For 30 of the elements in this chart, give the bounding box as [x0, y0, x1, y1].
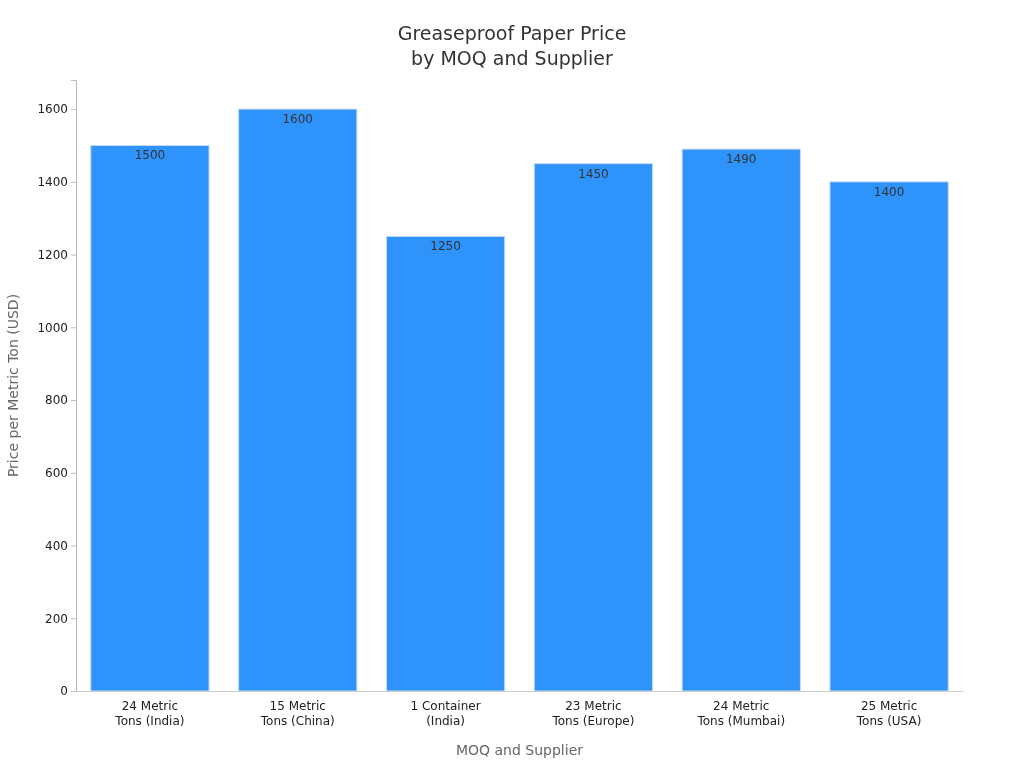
- y-tick-label: 200: [45, 611, 68, 626]
- x-tick-label: 23 Metric Tons (Europe): [551, 698, 635, 728]
- bar: [90, 144, 210, 692]
- data-label: 1450: [578, 166, 609, 181]
- data-label: 1500: [134, 148, 166, 163]
- data-label: 1490: [725, 152, 757, 167]
- bar: [681, 148, 801, 692]
- bar: [238, 108, 358, 692]
- x-tick-label: 24 Metric Tons (Mumbai): [696, 698, 786, 728]
- data-label: 1600: [282, 112, 314, 127]
- chart-title: Greaseproof Paper Price by MOQ and Supplier: [397, 22, 627, 69]
- y-tick-label: 1400: [37, 175, 68, 190]
- y-tick-label: 0: [60, 684, 68, 699]
- y-tick-label: 1600: [37, 102, 68, 117]
- x-tick-label: 25 Metric Tons (USA): [855, 698, 922, 728]
- x-tick-label: 1 Container (India): [410, 698, 481, 728]
- y-tick-label: 400: [45, 538, 68, 553]
- y-axis-title: Price per Metric Ton (USD): [5, 293, 21, 478]
- x-tick-label: 15 Metric Tons (China): [259, 698, 335, 728]
- y-tick-label: 800: [45, 393, 68, 408]
- data-label: 1400: [873, 184, 905, 199]
- bar: [385, 235, 506, 692]
- bar: [533, 163, 654, 692]
- y-tick-label: 1000: [37, 320, 68, 335]
- y-tick-label: 600: [45, 466, 68, 481]
- x-axis-title: MOQ and Supplier: [455, 742, 584, 758]
- y-tick-label: 1200: [37, 247, 68, 262]
- data-label: 1250: [430, 239, 461, 254]
- bar: [829, 181, 949, 692]
- x-tick-label: 24 Metric Tons (India): [114, 698, 185, 728]
